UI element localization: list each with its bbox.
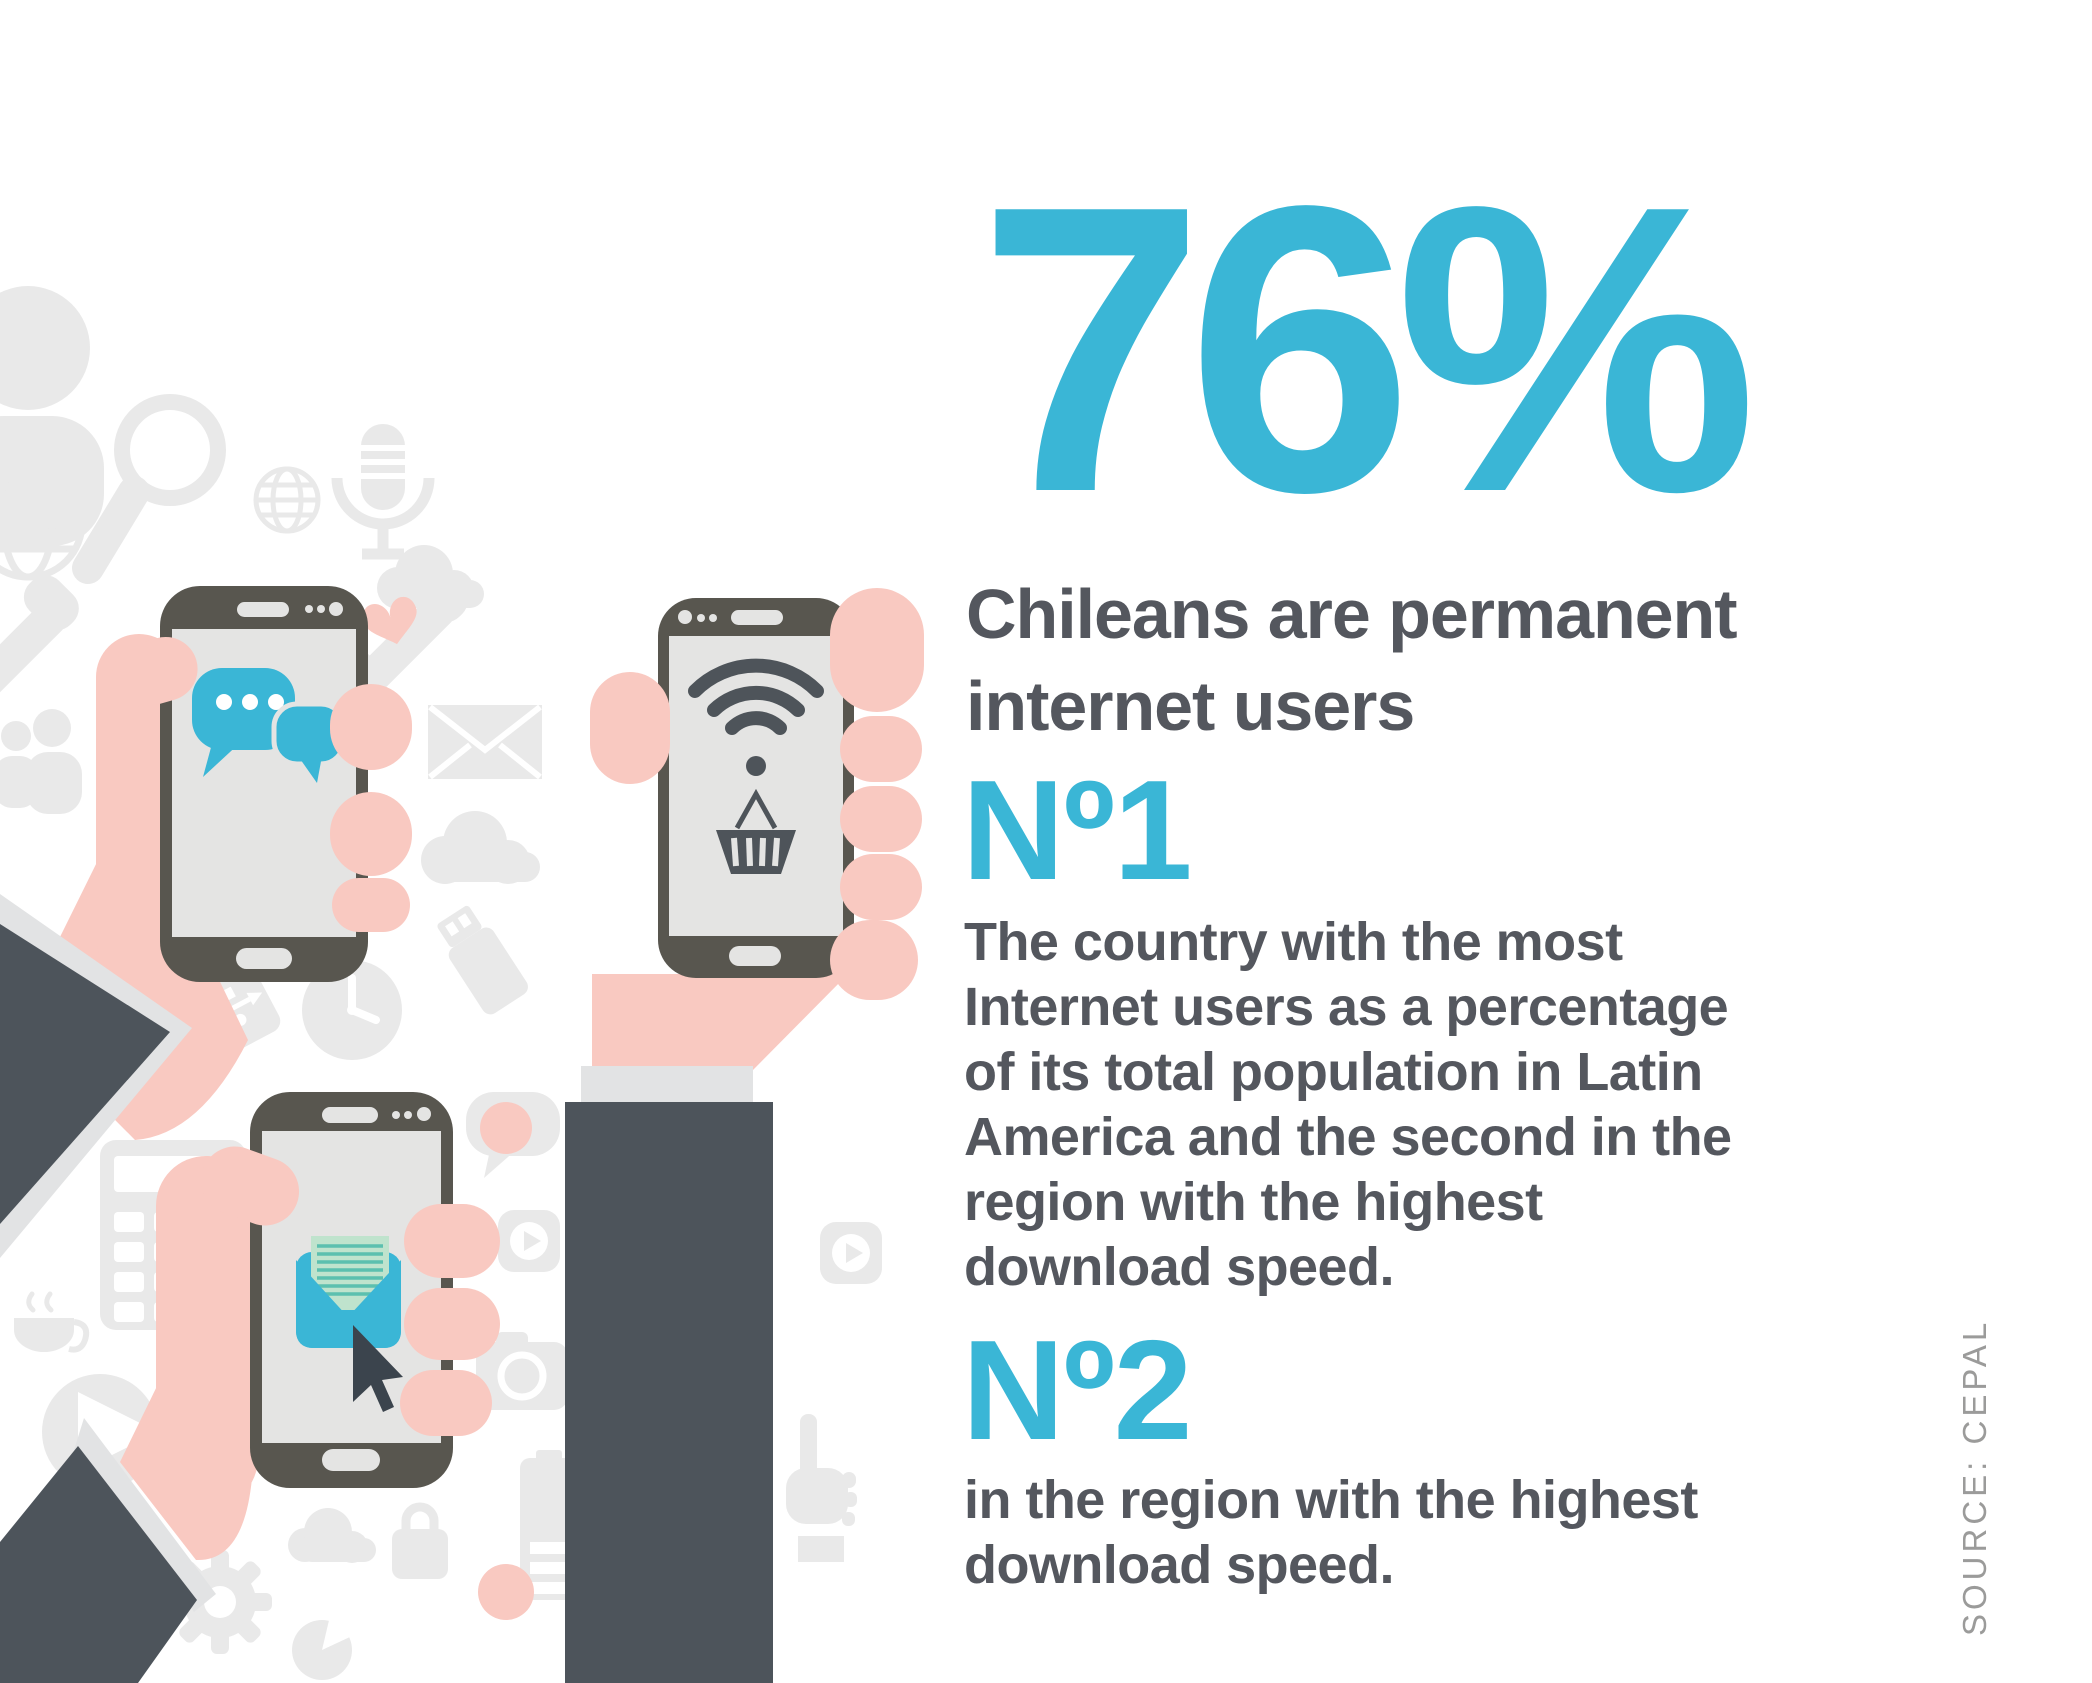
gear-icon: [168, 1550, 272, 1654]
pink-dot: [478, 1564, 534, 1620]
thumb: [112, 636, 198, 708]
sleeve-cuff: [74, 1418, 216, 1612]
battery-icon: [520, 1450, 578, 1600]
home-button: [236, 948, 292, 969]
magnifier-icon: [72, 394, 226, 584]
cursor-icon: [353, 1325, 403, 1412]
sleeve: [0, 1446, 197, 1683]
camera-dot: [417, 1107, 431, 1121]
fingers: [400, 1204, 500, 1436]
camera-dot: [305, 605, 313, 613]
phone-screen: [669, 636, 843, 936]
padlock-icon: [392, 1502, 448, 1579]
camera-dot: [709, 614, 717, 622]
microphone-icon: [331, 424, 435, 560]
play-button-icon: [820, 1222, 882, 1284]
fingers: [830, 588, 924, 1000]
camera-dot: [392, 1111, 400, 1119]
open-mail-icon: [296, 1236, 401, 1348]
camera-dot: [317, 605, 325, 613]
camera-dot: [678, 610, 692, 624]
chat-bubbles-icon: [192, 668, 347, 783]
rank2-label: Nº2: [962, 1311, 1193, 1470]
source-note: SOURCE: CEPAL: [1956, 1318, 1993, 1636]
sleeve: [565, 1102, 773, 1683]
fingers: [330, 684, 412, 932]
speaker: [322, 1107, 378, 1123]
wifi-dot: [746, 756, 766, 776]
phone-email: [250, 1092, 453, 1488]
usb-stick-icon: [437, 905, 528, 1015]
stat-value: 76%: [978, 122, 1758, 577]
hand-palm: [592, 974, 848, 1070]
illustration: [0, 286, 924, 1683]
phone-wifi-shopping: [658, 598, 854, 978]
rank2-text: in the region with the highest download …: [964, 1470, 1698, 1595]
speaker: [731, 610, 783, 625]
cloud-icon: [288, 1508, 376, 1563]
speaker: [237, 602, 289, 617]
camera-icon: [476, 1332, 568, 1410]
camera-dot: [404, 1111, 412, 1119]
stat-description: Chileans are permanent internet users: [966, 575, 1738, 745]
shopping-basket-icon: [716, 788, 796, 874]
camera-dot: [697, 614, 705, 622]
pie-chart-icon: [292, 1616, 352, 1680]
play-button-icon: [498, 1210, 560, 1272]
people-icon: [0, 709, 82, 814]
wifi-icon: [688, 658, 824, 735]
hand-wrist: [120, 1380, 256, 1561]
rank1-label: Nº1: [962, 751, 1193, 910]
clock-icon: [302, 960, 402, 1060]
envelope-icon: [428, 704, 542, 780]
home-button: [729, 946, 781, 966]
globe-icon: [0, 465, 86, 581]
thumb: [200, 1146, 300, 1226]
pointing-hand-icon: [786, 1414, 857, 1562]
home-button: [322, 1449, 380, 1471]
phone-handset-icon: [0, 575, 79, 699]
phone-chat: [160, 586, 368, 982]
coffee-cup-icon: [14, 1291, 90, 1353]
sleeve-cuff: [581, 1066, 753, 1104]
cloud-icon: [421, 811, 540, 884]
rank1-text: The country with the most Internet users…: [964, 912, 1732, 1297]
thumb: [590, 672, 670, 784]
small-globe-icon: [253, 466, 321, 534]
camera-dot: [329, 602, 343, 616]
pink-dot: [480, 1102, 532, 1154]
sleeve: [0, 924, 170, 1224]
heart-icon: [362, 596, 417, 645]
